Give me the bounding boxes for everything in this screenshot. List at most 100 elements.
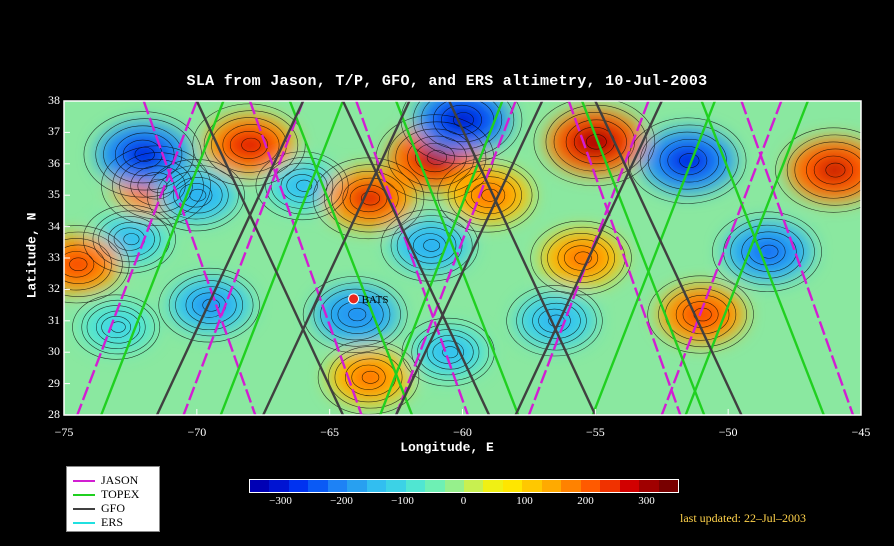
y-tick-label: 31 xyxy=(48,312,60,327)
sla-anomaly-5 xyxy=(358,190,381,206)
contour-line xyxy=(286,174,318,198)
track-jason xyxy=(76,101,198,415)
track-jason xyxy=(355,101,469,415)
contour-line xyxy=(72,294,161,360)
track-gfo xyxy=(155,101,305,415)
contour-line xyxy=(420,101,503,150)
sla-anomaly-14 xyxy=(120,232,141,246)
y-tick-label: 32 xyxy=(48,281,60,296)
y-tick-label: 38 xyxy=(48,93,60,107)
colorbar-swatch xyxy=(658,480,678,492)
colorbar-swatch xyxy=(386,480,406,492)
colorbar-tick-label: 0 xyxy=(460,495,467,507)
sla-anomaly-9 xyxy=(583,133,608,151)
colorbar-swatch xyxy=(269,480,289,492)
track-topex xyxy=(591,101,717,415)
contour-line xyxy=(342,177,399,219)
contour-line xyxy=(334,352,403,403)
contour-line xyxy=(168,274,254,337)
contour-line xyxy=(412,101,515,157)
contour-line xyxy=(98,216,161,263)
contour-line xyxy=(532,302,581,339)
contour-line xyxy=(447,164,533,227)
y-axis-label: Latitude, N xyxy=(24,212,40,299)
contour-line xyxy=(64,244,106,284)
contour-line xyxy=(361,370,380,384)
bats-station-marker xyxy=(348,293,360,305)
track-gfo xyxy=(195,101,345,415)
contour-line xyxy=(825,162,846,178)
contour-line xyxy=(134,146,155,162)
x-tick-label: −45 xyxy=(851,425,871,439)
contour-line xyxy=(415,142,455,173)
y-tick-label: 37 xyxy=(48,124,60,139)
colorbar-swatch xyxy=(502,480,523,492)
track-topex xyxy=(288,101,414,415)
x-axis-label: Longitude, E xyxy=(400,440,494,455)
contour-line xyxy=(565,119,627,165)
track-topex xyxy=(580,101,706,415)
contour-line xyxy=(64,238,112,291)
contour-line xyxy=(241,137,261,153)
contour-line xyxy=(320,288,391,341)
contour-line xyxy=(530,220,632,296)
contour-line xyxy=(175,280,244,331)
contour-line xyxy=(390,215,473,276)
track-gfo xyxy=(514,101,663,415)
contour-line xyxy=(806,148,861,192)
contour-line xyxy=(396,221,463,270)
contour-line xyxy=(229,130,269,159)
contour-line xyxy=(395,128,475,187)
y-tick-label: 36 xyxy=(48,155,60,170)
contour-line xyxy=(313,282,401,347)
contour-line xyxy=(533,101,656,187)
contour-line xyxy=(179,182,213,208)
contour-line xyxy=(628,117,747,204)
colorbar xyxy=(249,479,679,493)
contour-line xyxy=(423,239,441,252)
colorbar-tick-label: 300 xyxy=(638,495,655,507)
track-topex xyxy=(379,101,504,415)
y-tick-label: 30 xyxy=(48,344,60,359)
contour-line xyxy=(81,299,155,355)
track-gfo xyxy=(594,101,743,415)
track-topex xyxy=(684,101,809,415)
contour-line xyxy=(432,340,464,364)
contour-line xyxy=(101,145,211,226)
contour-line xyxy=(730,224,804,279)
track-jason xyxy=(567,101,682,415)
colorbar-swatch xyxy=(327,480,348,492)
track-topex xyxy=(394,101,520,415)
colorbar-swatch xyxy=(580,480,601,492)
colorbar-tick-label: 100 xyxy=(516,495,533,507)
track-legend: JASON TOPEX GFO ERS xyxy=(66,466,160,532)
bats-station-label: BATS xyxy=(362,294,389,306)
colorbar-swatch xyxy=(639,480,659,492)
track-gfo xyxy=(448,101,597,415)
x-tick-label: −50 xyxy=(718,425,738,439)
y-tick-label: 35 xyxy=(48,187,60,202)
contour-line xyxy=(222,124,280,166)
contour-line xyxy=(506,285,603,357)
contour-line xyxy=(146,159,245,232)
contour-line xyxy=(723,218,815,286)
contour-line xyxy=(158,267,260,343)
contour-line xyxy=(189,188,207,202)
chart-title: SLA from Jason, T/P, GFO, and ERS altime… xyxy=(186,73,708,90)
contour-line xyxy=(173,177,223,214)
contour-line xyxy=(203,110,299,180)
contour-line xyxy=(563,245,599,271)
contour-line xyxy=(442,346,459,359)
colorbar-swatch xyxy=(483,480,503,492)
contour-line xyxy=(659,138,720,183)
y-tick-label: 29 xyxy=(48,375,60,390)
track-jason xyxy=(182,101,305,415)
colorbar-swatch xyxy=(288,480,309,492)
contour-line xyxy=(265,157,343,215)
contour-line xyxy=(108,221,155,257)
sla-anomaly-17 xyxy=(345,307,368,322)
contour-line xyxy=(255,151,349,221)
colorbar-swatch xyxy=(463,480,484,492)
track-jason xyxy=(248,101,363,415)
contour-line xyxy=(522,297,587,345)
